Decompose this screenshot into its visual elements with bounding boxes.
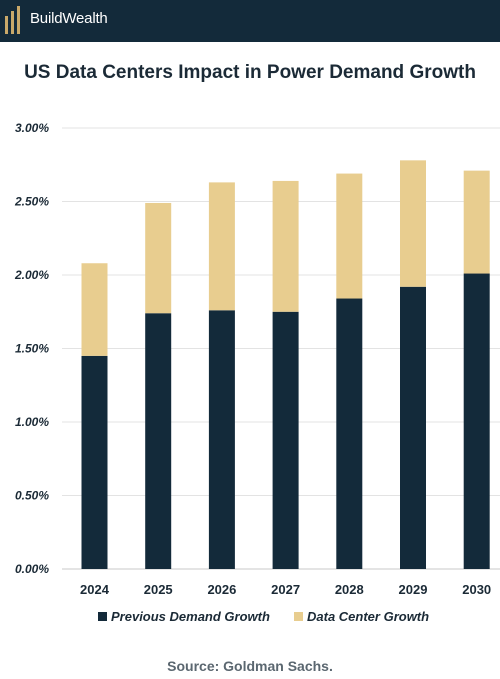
x-tick-label: 2028 <box>335 582 364 597</box>
y-tick-label: 0.50% <box>15 489 49 503</box>
bar-data-center <box>208 182 235 311</box>
bar-previous-demand <box>81 355 108 569</box>
legend-label: Data Center Growth <box>307 609 429 624</box>
x-tick-label: 2025 <box>144 582 173 597</box>
x-tick-label: 2030 <box>462 582 491 597</box>
bar-previous-demand <box>400 286 426 569</box>
y-tick-label: 2.50% <box>14 195 49 209</box>
y-tick-label: 3.00% <box>15 121 49 135</box>
y-tick-label: 2.00% <box>14 268 49 282</box>
legend-swatch <box>98 612 107 621</box>
bar-previous-demand <box>463 273 490 569</box>
bar-data-center <box>463 170 490 274</box>
x-tick-label: 2027 <box>271 582 300 597</box>
legend-swatch <box>294 612 303 621</box>
legend-label: Previous Demand Growth <box>111 609 270 624</box>
x-tick-label: 2026 <box>207 582 236 597</box>
bar-data-center <box>400 160 426 287</box>
source-note: Source: Goldman Sachs. <box>167 658 333 674</box>
chart-title: US Data Centers Impact in Power Demand G… <box>24 62 476 83</box>
bar-previous-demand <box>145 313 172 569</box>
bar-previous-demand <box>336 298 363 569</box>
bar-data-center <box>336 173 363 299</box>
bar-previous-demand <box>272 311 299 569</box>
bar-previous-demand <box>208 310 235 569</box>
y-tick-label: 1.50% <box>15 342 49 356</box>
bar-data-center <box>145 202 172 314</box>
header-bar: BuildWealth <box>0 0 500 42</box>
y-tick-label: 0.00% <box>15 562 49 576</box>
brand-name: BuildWealth <box>30 10 108 27</box>
y-tick-label: 1.00% <box>15 415 49 429</box>
x-tick-label: 2024 <box>80 582 110 597</box>
buildwealth-logo-icon <box>5 6 20 34</box>
bar-data-center <box>81 263 108 356</box>
x-tick-label: 2029 <box>399 582 428 597</box>
bar-data-center <box>272 180 299 312</box>
